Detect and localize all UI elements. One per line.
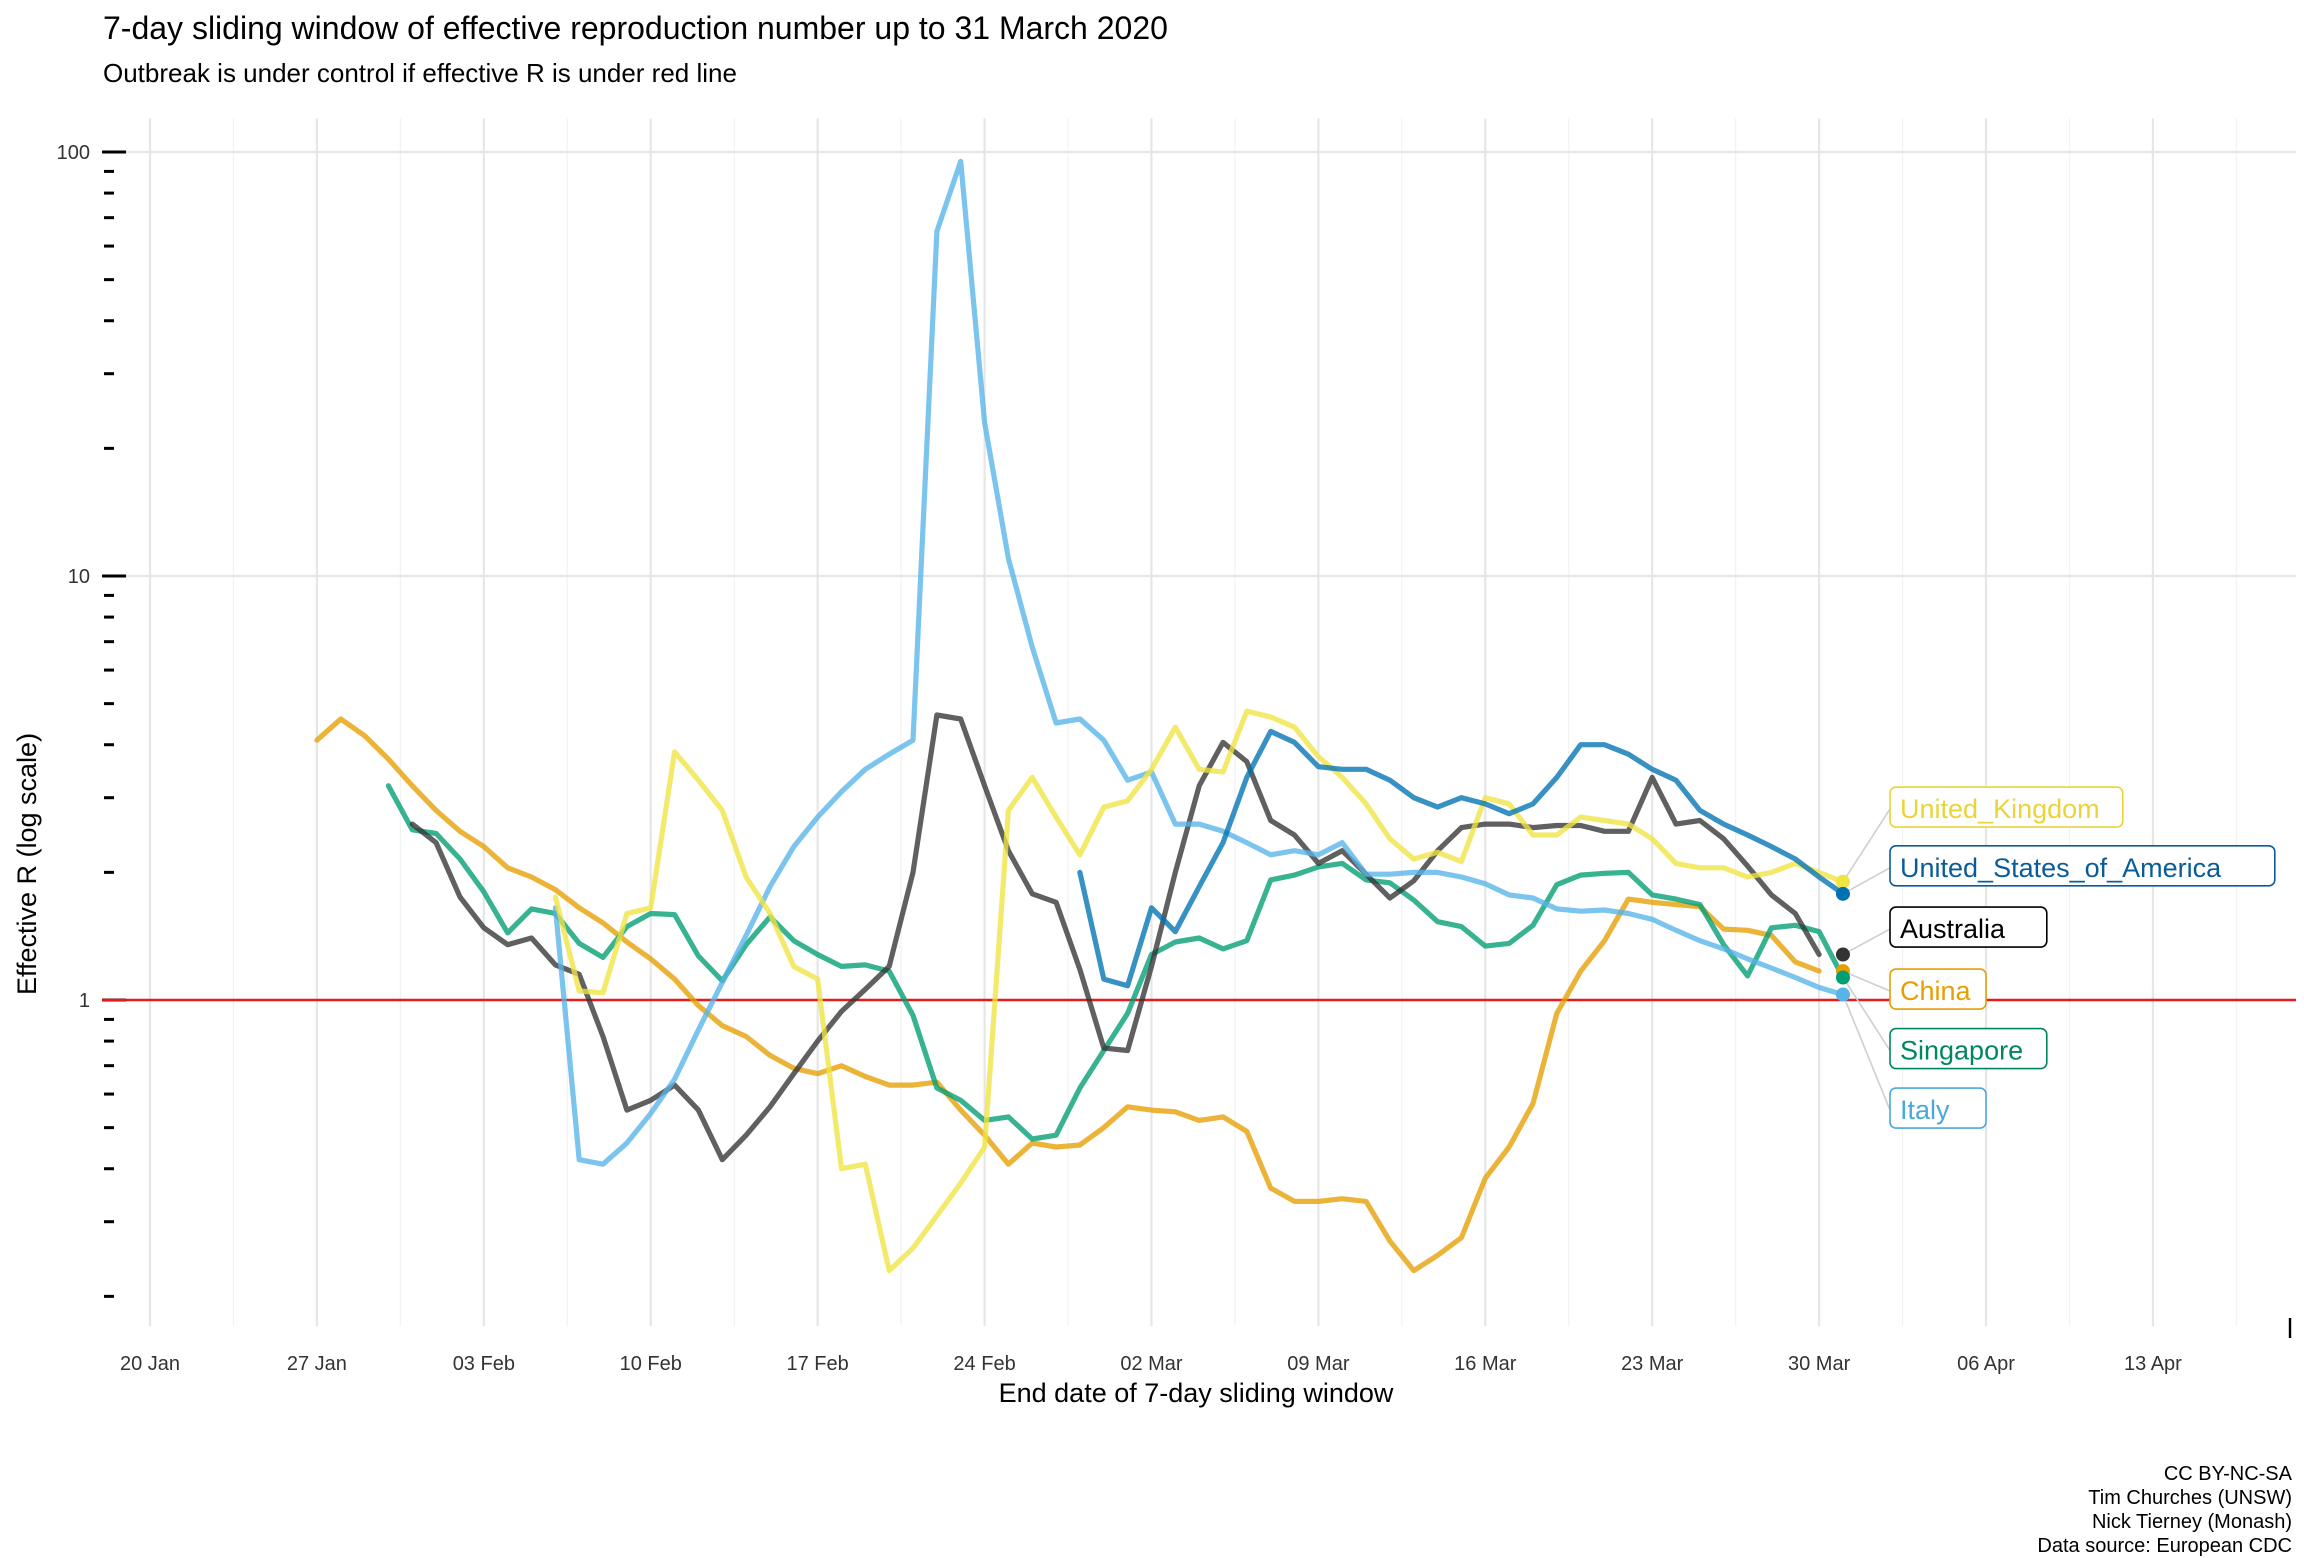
x-tick-label: 24 Feb — [953, 1353, 1015, 1375]
series-line-italy — [552, 158, 1846, 1167]
y-tick-label: 10 — [68, 566, 90, 588]
chart-title: 7-day sliding window of effective reprod… — [103, 10, 1168, 46]
x-tick-label: 27 Jan — [287, 1353, 347, 1375]
x-axis: 20 Jan 27 Jan 03 Feb 10 Feb 17 Feb 24 Feb 02 M… — [120, 1318, 2292, 1375]
end-point — [1835, 987, 1850, 1002]
end-label-australia: Australia — [1900, 914, 2006, 944]
end-label-box — [1889, 845, 2276, 887]
leader-line — [1842, 808, 1891, 883]
series-line-singapore — [385, 783, 1846, 1142]
x-tick-label: 06 Apr — [1957, 1353, 2015, 1375]
end-label-italy: Italy — [1900, 1095, 1950, 1125]
leader-line — [1842, 977, 1891, 1051]
x-tick-label: 20 Jan — [120, 1353, 180, 1375]
caption-license: CC BY-NC-SA — [2163, 1463, 2292, 1485]
leader-line — [1842, 928, 1891, 956]
end-label-box — [1889, 786, 2124, 828]
end-label-box — [1889, 906, 2048, 948]
x-tick-label: 10 Feb — [620, 1353, 682, 1375]
end-label-china: China — [1900, 976, 1972, 1006]
end-label-box — [1889, 968, 1987, 1010]
y-axis-title: Effective R (log scale) — [12, 733, 42, 995]
end-label-box — [1889, 1087, 1987, 1129]
end-point — [1835, 874, 1850, 889]
x-tick-label: 13 Apr — [2124, 1353, 2182, 1375]
x-tick-label: 02 Mar — [1120, 1353, 1183, 1375]
caption-source: Data source: European CDC — [2037, 1535, 2292, 1557]
series-line-china — [314, 716, 1822, 1274]
caption: CC BY-NC-SA Tim Churches (UNSW) Nick Tie… — [2037, 1462, 2292, 1558]
series-line-australia — [409, 712, 1822, 1163]
end-label-united-states-of-america: United_States_of_America — [1900, 853, 2222, 883]
end-point — [1835, 947, 1850, 962]
end-label-singapore: Singapore — [1900, 1036, 2023, 1066]
grid-lines — [102, 118, 2296, 1327]
end-labels: United_Kingdom United_States_of_America Au… — [1835, 786, 2276, 1129]
leader-line — [1842, 994, 1891, 1111]
leader-line — [1842, 970, 1891, 992]
series-line-united-states-of-america — [1077, 728, 1846, 989]
caption-author-1: Tim Churches (UNSW) — [2088, 1487, 2292, 1509]
x-tick-label: 30 Mar — [1788, 1353, 1851, 1375]
end-point — [1835, 886, 1850, 901]
y-tick-label: 100 — [57, 142, 90, 164]
chart-subtitle: Outbreak is under control if effective R… — [103, 58, 737, 88]
x-tick-label: 03 Feb — [453, 1353, 515, 1375]
end-label-united-kingdom: United_Kingdom — [1900, 794, 2100, 824]
series-line-united-kingdom — [552, 708, 1846, 1274]
x-tick-label: 17 Feb — [787, 1353, 849, 1375]
x-tick-label: 23 Mar — [1621, 1353, 1684, 1375]
y-axis: 1 10 100 — [57, 142, 126, 1298]
end-point — [1835, 970, 1850, 985]
x-tick-label: 09 Mar — [1287, 1353, 1350, 1375]
x-axis-title: End date of 7-day sliding window — [999, 1378, 1394, 1408]
end-label-box — [1889, 1027, 2048, 1070]
y-tick-label: 1 — [79, 990, 90, 1012]
caption-author-2: Nick Tierney (Monash) — [2091, 1511, 2292, 1533]
leader-line — [1842, 867, 1891, 895]
x-tick-label: 16 Mar — [1454, 1353, 1517, 1375]
series-lines — [314, 158, 1846, 1274]
